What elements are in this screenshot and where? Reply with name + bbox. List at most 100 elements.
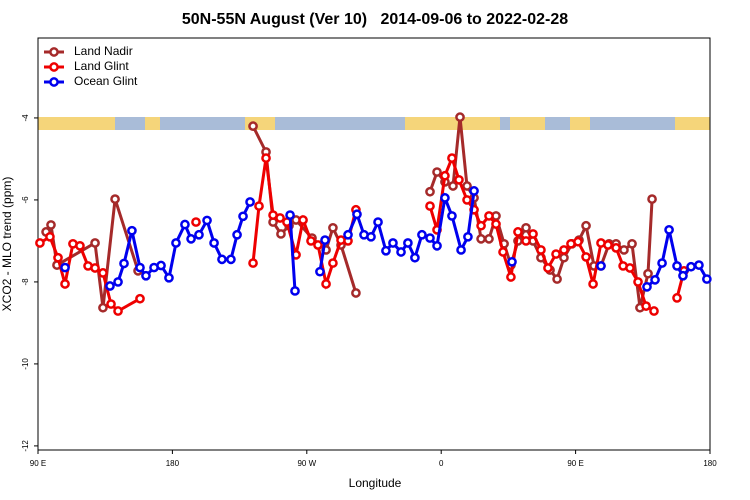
data-point xyxy=(290,286,300,296)
data-point xyxy=(440,193,450,203)
y-tick-label: -4 xyxy=(21,114,30,122)
data-point xyxy=(425,201,435,211)
data-point xyxy=(641,301,651,311)
map-ocean xyxy=(545,117,570,130)
data-point xyxy=(226,254,236,265)
data-point xyxy=(536,245,546,255)
data-point xyxy=(543,263,553,273)
data-point xyxy=(373,217,383,227)
data-point xyxy=(261,153,271,163)
data-point xyxy=(581,252,591,262)
data-point xyxy=(275,213,285,223)
data-point xyxy=(625,263,635,273)
data-point xyxy=(366,231,376,242)
data-point xyxy=(506,272,516,282)
data-point xyxy=(521,222,531,233)
data-point xyxy=(507,256,517,267)
legend-label: Land Nadir xyxy=(74,44,133,58)
data-point xyxy=(276,229,286,239)
data-point xyxy=(186,234,196,244)
data-point xyxy=(573,236,583,247)
y-tick-label: -12 xyxy=(21,440,30,452)
data-point xyxy=(649,306,659,316)
data-point xyxy=(320,235,330,245)
data-point xyxy=(462,181,472,191)
data-point xyxy=(581,220,591,231)
legend-label: Land Glint xyxy=(74,59,129,73)
data-point xyxy=(469,186,479,196)
data-point xyxy=(484,234,494,244)
data-point xyxy=(559,245,569,255)
data-point xyxy=(135,293,145,304)
data-point xyxy=(164,272,174,283)
data-point xyxy=(588,279,598,289)
data-point xyxy=(119,258,129,269)
data-point xyxy=(552,274,562,284)
data-point xyxy=(113,306,123,316)
data-point xyxy=(321,279,331,289)
data-point xyxy=(686,261,696,272)
data-point xyxy=(448,181,458,191)
data-point xyxy=(454,174,464,185)
data-point xyxy=(633,277,643,287)
x-axis-label: Longitude xyxy=(349,476,402,490)
data-point xyxy=(254,201,264,211)
x-tick-label: 0 xyxy=(439,459,444,468)
data-point xyxy=(551,249,561,259)
data-point xyxy=(298,215,308,225)
legend-label: Ocean Glint xyxy=(74,74,138,88)
data-point xyxy=(60,279,70,289)
data-point xyxy=(343,229,353,240)
data-point xyxy=(127,225,137,236)
data-point xyxy=(642,281,652,292)
data-point xyxy=(440,170,450,181)
map-strip xyxy=(38,117,710,130)
y-tick-label: -8 xyxy=(21,278,30,286)
data-point xyxy=(46,220,56,230)
data-point xyxy=(650,275,660,285)
data-point xyxy=(491,219,501,229)
data-point xyxy=(476,220,486,231)
data-point xyxy=(248,121,258,131)
data-point xyxy=(463,231,473,242)
data-point xyxy=(171,238,181,248)
data-point xyxy=(191,217,201,227)
data-point xyxy=(60,262,70,273)
data-point xyxy=(238,211,248,222)
data-point xyxy=(45,231,55,242)
series-line xyxy=(109,190,709,291)
data-point xyxy=(396,247,406,257)
x-tick-label: 90 E xyxy=(567,459,583,468)
data-point xyxy=(194,229,204,240)
data-point xyxy=(611,243,621,253)
data-point xyxy=(596,261,606,271)
legend-marker xyxy=(49,47,59,57)
data-point xyxy=(403,238,413,248)
data-point xyxy=(627,238,637,249)
data-point xyxy=(672,261,682,271)
data-point xyxy=(619,245,629,255)
data-point xyxy=(110,194,120,204)
data-point xyxy=(456,245,466,255)
x-tick-label: 180 xyxy=(703,459,717,468)
data-point xyxy=(90,238,100,248)
data-point xyxy=(388,238,398,248)
data-point xyxy=(417,229,427,240)
data-point xyxy=(328,258,338,268)
data-point xyxy=(35,238,45,248)
data-point xyxy=(498,247,508,257)
data-point xyxy=(217,254,227,265)
data-point xyxy=(306,236,316,246)
data-point xyxy=(202,215,212,226)
data-point xyxy=(315,266,325,277)
data-point xyxy=(513,227,523,237)
data-point xyxy=(328,222,338,233)
data-point xyxy=(209,238,219,248)
data-point xyxy=(432,167,442,177)
data-point xyxy=(98,302,108,313)
data-point xyxy=(664,225,674,235)
data-point xyxy=(98,268,108,278)
data-point xyxy=(528,229,538,239)
data-point xyxy=(313,240,323,250)
